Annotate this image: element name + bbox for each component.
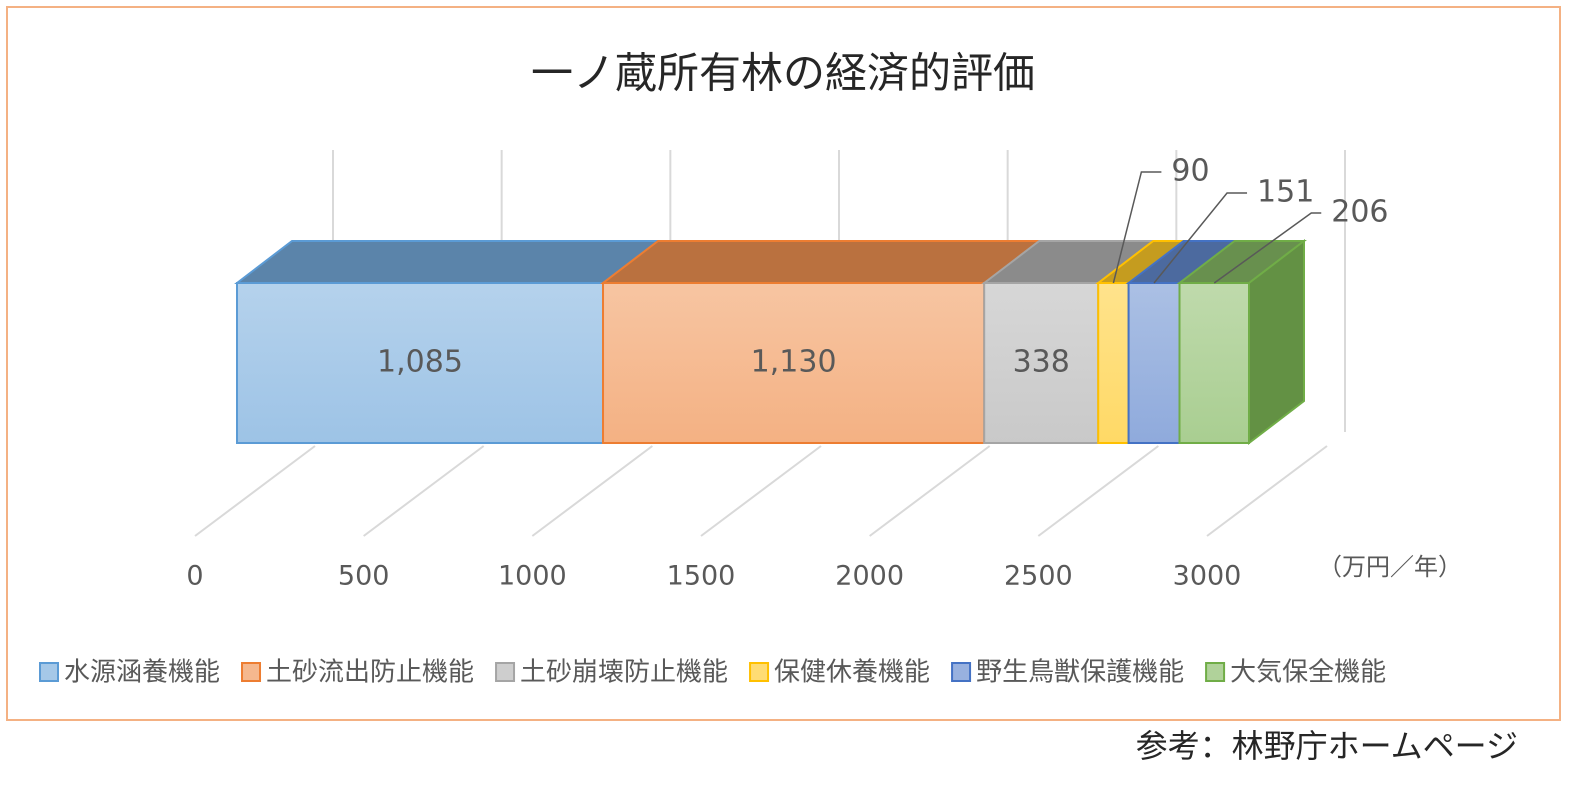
x-tick-label: 1000	[498, 561, 567, 592]
legend-swatch	[495, 662, 516, 682]
x-tick-label: 2500	[1004, 561, 1073, 592]
legend-swatch	[39, 662, 59, 682]
legend-swatch	[1205, 662, 1226, 682]
value-label: 90	[1171, 154, 1209, 189]
legend-swatch	[951, 662, 972, 682]
bar	[983, 282, 1100, 444]
grid-line	[194, 445, 316, 537]
x-tick-label: 1500	[667, 561, 736, 592]
value-label: 1,085	[377, 345, 463, 380]
x-tick-label: 2000	[835, 561, 904, 592]
value-label: 338	[1013, 345, 1070, 380]
leader-line	[1153, 192, 1248, 284]
value-label: 1,130	[751, 345, 837, 380]
bar	[1127, 282, 1181, 444]
legend-label: 大気保全機能	[1230, 658, 1386, 688]
grid-line	[531, 445, 653, 537]
value-label: 151	[1257, 175, 1314, 210]
legend-swatch	[749, 662, 770, 682]
bar	[602, 282, 986, 444]
value-label: 206	[1331, 195, 1388, 230]
legend-swatch	[241, 662, 262, 682]
x-tick-label: 0	[186, 561, 203, 592]
chart-title: 一ノ蔵所有林の経済的評価	[531, 49, 1035, 98]
legend-label: 保健休養機能	[774, 658, 930, 688]
leader-line	[1112, 171, 1162, 284]
x-tick-label: 3000	[1173, 561, 1242, 592]
x-tick-label: 500	[338, 561, 390, 592]
legend-label: 土砂流出防止機能	[266, 658, 474, 688]
source-note: 参考：林野庁ホームページ	[1136, 727, 1518, 765]
grid-line	[1037, 445, 1159, 537]
bar	[1097, 282, 1130, 444]
legend-label: 土砂崩壊防止機能	[520, 658, 728, 688]
bar-top	[234, 240, 661, 284]
grid-line	[700, 445, 822, 537]
bar	[1178, 282, 1250, 444]
grid-line	[1206, 445, 1328, 537]
axis-unit: （万円／年）	[1318, 553, 1462, 581]
bar-top	[600, 240, 1043, 284]
grid-line	[363, 445, 485, 537]
legend-label: 野生鳥獣保護機能	[976, 658, 1184, 688]
legend-label: 水源涵養機能	[64, 658, 220, 688]
leader-line	[1213, 212, 1322, 284]
grid-line	[869, 445, 991, 537]
